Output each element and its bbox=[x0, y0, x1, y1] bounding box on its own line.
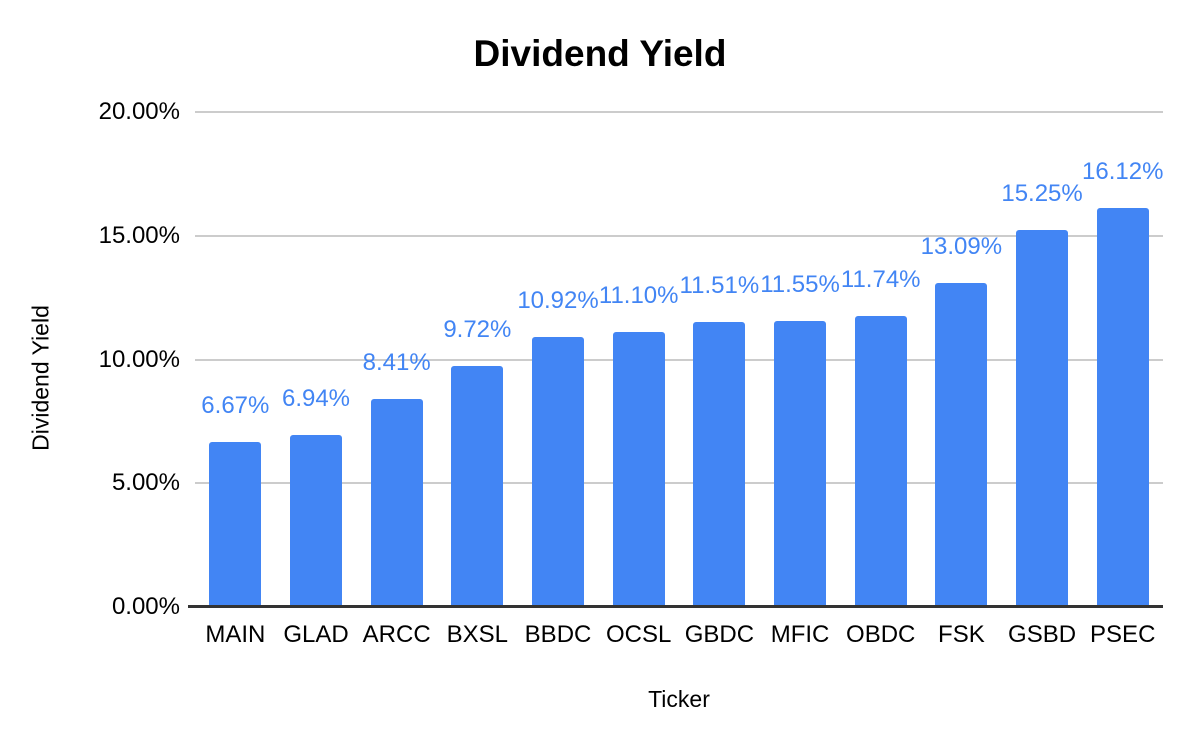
bar-group: 11.74% OBDC bbox=[840, 112, 921, 648]
bar-value-label: 11.55% bbox=[760, 271, 840, 299]
bar[interactable] bbox=[290, 435, 342, 607]
gridline bbox=[195, 234, 1163, 237]
bar[interactable] bbox=[935, 283, 988, 607]
bar-value-label: 11.10% bbox=[598, 282, 679, 310]
bar-value-label: 10.92% bbox=[517, 286, 599, 314]
bar-value-label: 11.51% bbox=[679, 272, 760, 300]
bar[interactable] bbox=[1096, 208, 1149, 607]
x-tick-label: FSK bbox=[938, 621, 985, 648]
gridline bbox=[195, 111, 1163, 113]
y-tick-label: 20.00% bbox=[98, 98, 180, 125]
y-tick-label: 15.00% bbox=[98, 221, 180, 249]
chart-title: Dividend Yield bbox=[473, 33, 727, 74]
bar-series: 6.67% MAIN 6.94% GLAD 8.41% ARCC 9.72% BXSL 10.9… bbox=[195, 112, 1164, 648]
x-tick-label: OCSL bbox=[606, 621, 672, 648]
bar-value-label: 15.25% bbox=[1001, 179, 1083, 207]
x-tick-label: MAIN bbox=[205, 621, 266, 648]
bar[interactable] bbox=[612, 332, 665, 607]
gridline bbox=[195, 482, 1163, 485]
bar[interactable] bbox=[532, 336, 585, 607]
bar-value-label: 16.12% bbox=[1082, 158, 1164, 185]
x-axis-line bbox=[188, 605, 1163, 608]
y-tick-label: 0.00% bbox=[111, 593, 180, 620]
plot-area: 6.67% MAIN 6.94% GLAD 8.41% ARCC 9.72% BXSL 10.9… bbox=[188, 111, 1164, 648]
x-tick-label: GBDC bbox=[684, 621, 755, 648]
bar-value-label: 9.72% bbox=[443, 316, 512, 344]
bar-group: 16.12% PSEC bbox=[1082, 112, 1164, 648]
x-axis-title: Ticker bbox=[648, 686, 710, 712]
bar-group: 11.51% GBDC bbox=[679, 112, 760, 648]
bar[interactable] bbox=[451, 366, 504, 607]
gridline bbox=[195, 358, 1163, 361]
bar[interactable] bbox=[370, 398, 423, 607]
bar-group: 15.25% GSBD bbox=[1001, 112, 1083, 648]
y-axis-tick-labels: 20.00% 15.00% 10.00% 5.00% 0.00% bbox=[60, 98, 180, 620]
bar[interactable] bbox=[693, 322, 746, 607]
bar-value-label: 6.94% bbox=[281, 385, 351, 413]
bar-group: 11.10% OCSL bbox=[598, 112, 679, 648]
bar-value-label: 8.41% bbox=[362, 348, 431, 376]
x-tick-label: GSBD bbox=[1008, 621, 1077, 648]
bar-group: 6.94% GLAD bbox=[276, 112, 357, 648]
bar-group: 10.92% BBDC bbox=[517, 112, 599, 648]
bar[interactable] bbox=[774, 321, 827, 607]
x-tick-label: BXSL bbox=[446, 621, 509, 648]
bar-value-label: 13.09% bbox=[920, 233, 1003, 260]
y-tick-label: 5.00% bbox=[111, 469, 180, 497]
bar-group: 13.09% FSK bbox=[920, 112, 1003, 648]
y-tick-label: 10.00% bbox=[98, 345, 180, 373]
x-tick-label: MFIC bbox=[770, 621, 830, 648]
x-tick-label: ARCC bbox=[362, 621, 431, 648]
bar-value-label: 6.67% bbox=[201, 391, 270, 419]
bar[interactable] bbox=[209, 441, 262, 607]
bar[interactable] bbox=[854, 316, 907, 607]
x-tick-label: BBDC bbox=[524, 621, 592, 648]
bar-group: 11.55% MFIC bbox=[760, 112, 841, 648]
x-tick-label: PSEC bbox=[1090, 621, 1156, 648]
bar-value-label: 11.74% bbox=[840, 266, 921, 294]
x-tick-label: OBDC bbox=[846, 621, 916, 648]
bar-group: 6.67% MAIN bbox=[195, 112, 276, 648]
bar[interactable] bbox=[1016, 229, 1069, 607]
bar-group: 8.41% ARCC bbox=[356, 112, 437, 648]
y-axis-title: Dividend Yield bbox=[27, 305, 54, 451]
x-tick-label: GLAD bbox=[283, 621, 349, 648]
bar-group: 9.72% BXSL bbox=[437, 112, 518, 648]
